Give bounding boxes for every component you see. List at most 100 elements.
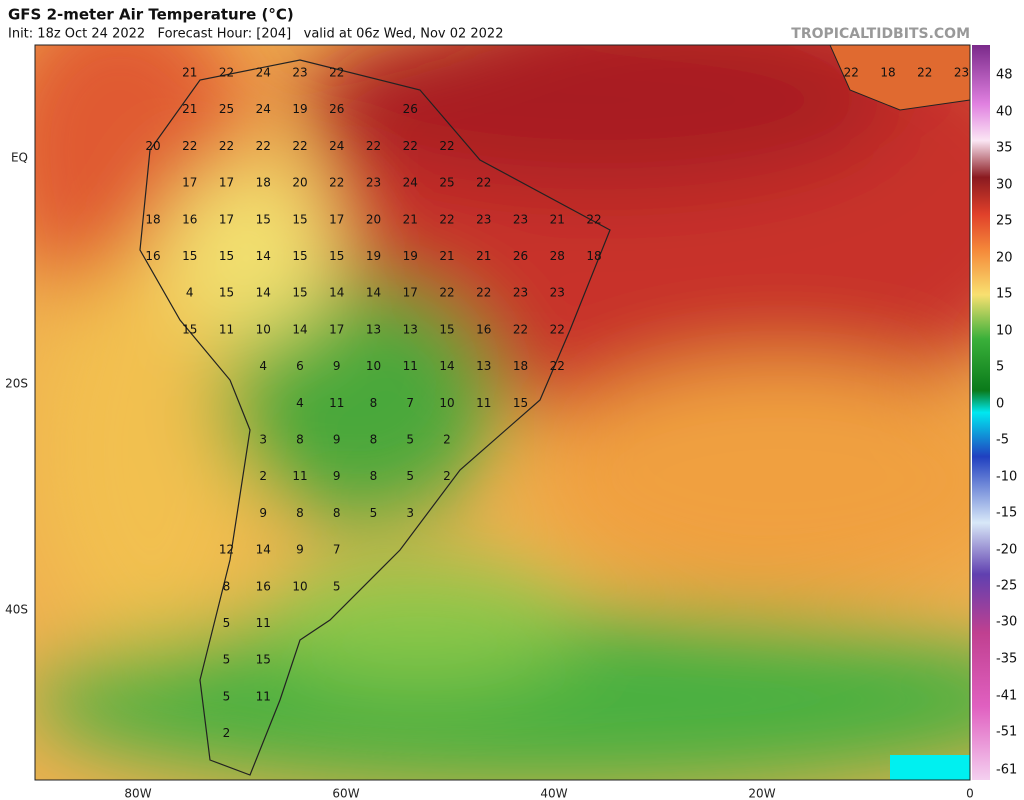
temperature-label: 23: [954, 66, 969, 80]
temperature-label: 22: [439, 212, 454, 226]
temperature-label: 24: [256, 102, 271, 116]
temperature-label: 9: [296, 543, 304, 557]
y-axis-label: EQ: [11, 151, 28, 165]
temperature-label: 22: [256, 139, 271, 153]
temperature-label: 20: [145, 139, 160, 153]
temperature-label: 13: [403, 322, 418, 336]
temperature-label: 20: [292, 176, 307, 190]
temperature-label: 15: [182, 249, 197, 263]
colorbar-label: 5: [996, 360, 1004, 375]
temperature-label: 19: [366, 249, 381, 263]
x-axis-label: 0: [966, 787, 974, 800]
temperature-label: 19: [292, 102, 307, 116]
temperature-label: 14: [292, 322, 307, 336]
temperature-label: 13: [476, 359, 491, 373]
temperature-label: 19: [403, 249, 418, 263]
temperature-label: 15: [256, 212, 271, 226]
colorbar-label: -35: [996, 652, 1017, 667]
colorbar: [972, 45, 990, 780]
title: GFS 2-meter Air Temperature (°C): [8, 6, 294, 24]
temperature-label: 22: [292, 139, 307, 153]
temperature-label: 11: [219, 322, 234, 336]
temperature-label: 17: [329, 212, 344, 226]
temperature-label: 2: [259, 469, 267, 483]
x-axis-label: 20W: [748, 787, 775, 800]
temperature-label: 18: [880, 66, 895, 80]
temperature-label: 22: [439, 139, 454, 153]
colorbar-label: 20: [996, 251, 1013, 266]
colorbar-label: -61: [996, 763, 1017, 778]
temperature-label: 2: [443, 433, 451, 447]
temperature-label: 18: [586, 249, 601, 263]
temperature-label: 23: [366, 176, 381, 190]
temperature-label: 22: [513, 322, 528, 336]
temperature-label: 28: [550, 249, 565, 263]
temperature-label: 22: [550, 359, 565, 373]
temperature-label: 23: [513, 212, 528, 226]
temperature-label: 6: [296, 359, 304, 373]
colorbar-label: 35: [996, 141, 1013, 156]
temperature-label: 11: [256, 616, 271, 630]
temperature-label: 8: [223, 579, 231, 593]
temperature-label: 15: [329, 249, 344, 263]
temperature-label: 15: [256, 653, 271, 667]
temperature-label: 22: [476, 286, 491, 300]
temperature-label: 8: [370, 433, 378, 447]
temperature-label: 14: [439, 359, 454, 373]
colorbar-label: 0: [996, 397, 1004, 412]
temperature-label: 22: [329, 66, 344, 80]
temperature-label: 17: [219, 176, 234, 190]
temperature-label: 5: [406, 469, 414, 483]
temperature-label: 23: [513, 286, 528, 300]
temperature-label: 5: [333, 579, 341, 593]
colorbar-label: -41: [996, 689, 1017, 704]
temperature-label: 22: [844, 66, 859, 80]
temperature-label: 15: [219, 249, 234, 263]
temperature-label: 17: [329, 322, 344, 336]
temperature-label: 5: [223, 689, 231, 703]
temperature-label: 3: [259, 433, 267, 447]
temperature-label: 17: [403, 286, 418, 300]
temperature-label: 8: [296, 433, 304, 447]
temperature-label: 7: [333, 543, 341, 557]
colorbar-label: -15: [996, 506, 1017, 521]
site-name: TROPICALTIDBITS.COM: [791, 26, 970, 42]
temperature-label: 10: [292, 579, 307, 593]
temperature-label: 23: [292, 66, 307, 80]
temperature-label: 15: [513, 396, 528, 410]
y-axis-label: 40S: [5, 603, 28, 617]
temperature-label: 26: [513, 249, 528, 263]
temperature-label: 5: [223, 653, 231, 667]
subtitle: Init: 18z Oct 24 2022 Forecast Hour: [20…: [8, 27, 503, 42]
temperature-label: 9: [333, 359, 341, 373]
temperature-label: 9: [259, 506, 267, 520]
temperature-label: 8: [296, 506, 304, 520]
temperature-label: 21: [476, 249, 491, 263]
temperature-label: 11: [256, 689, 271, 703]
temperature-label: 21: [439, 249, 454, 263]
temperature-label: 26: [329, 102, 344, 116]
temperature-label: 22: [366, 139, 381, 153]
temperature-label: 22: [550, 322, 565, 336]
temperature-label: 2: [223, 726, 231, 740]
temperature-label: 9: [333, 469, 341, 483]
x-axis-label: 40W: [540, 787, 567, 800]
temperature-label: 4: [296, 396, 304, 410]
temperature-label: 25: [439, 176, 454, 190]
temperature-label: 5: [223, 616, 231, 630]
temperature-label: 23: [476, 212, 491, 226]
temperature-label: 8: [370, 396, 378, 410]
temperature-label: 21: [182, 102, 197, 116]
temperature-label: 16: [476, 322, 491, 336]
temperature-label: 25: [219, 102, 234, 116]
colorbar-label: 30: [996, 178, 1013, 193]
temperature-label: 16: [256, 579, 271, 593]
temperature-label: 22: [403, 139, 418, 153]
temperature-label: 5: [370, 506, 378, 520]
colorbar-label: -30: [996, 615, 1017, 630]
x-axis-label: 80W: [124, 787, 151, 800]
temperature-label: 24: [256, 66, 271, 80]
temperature-label: 10: [366, 359, 381, 373]
x-axis-label: 60W: [332, 787, 359, 800]
